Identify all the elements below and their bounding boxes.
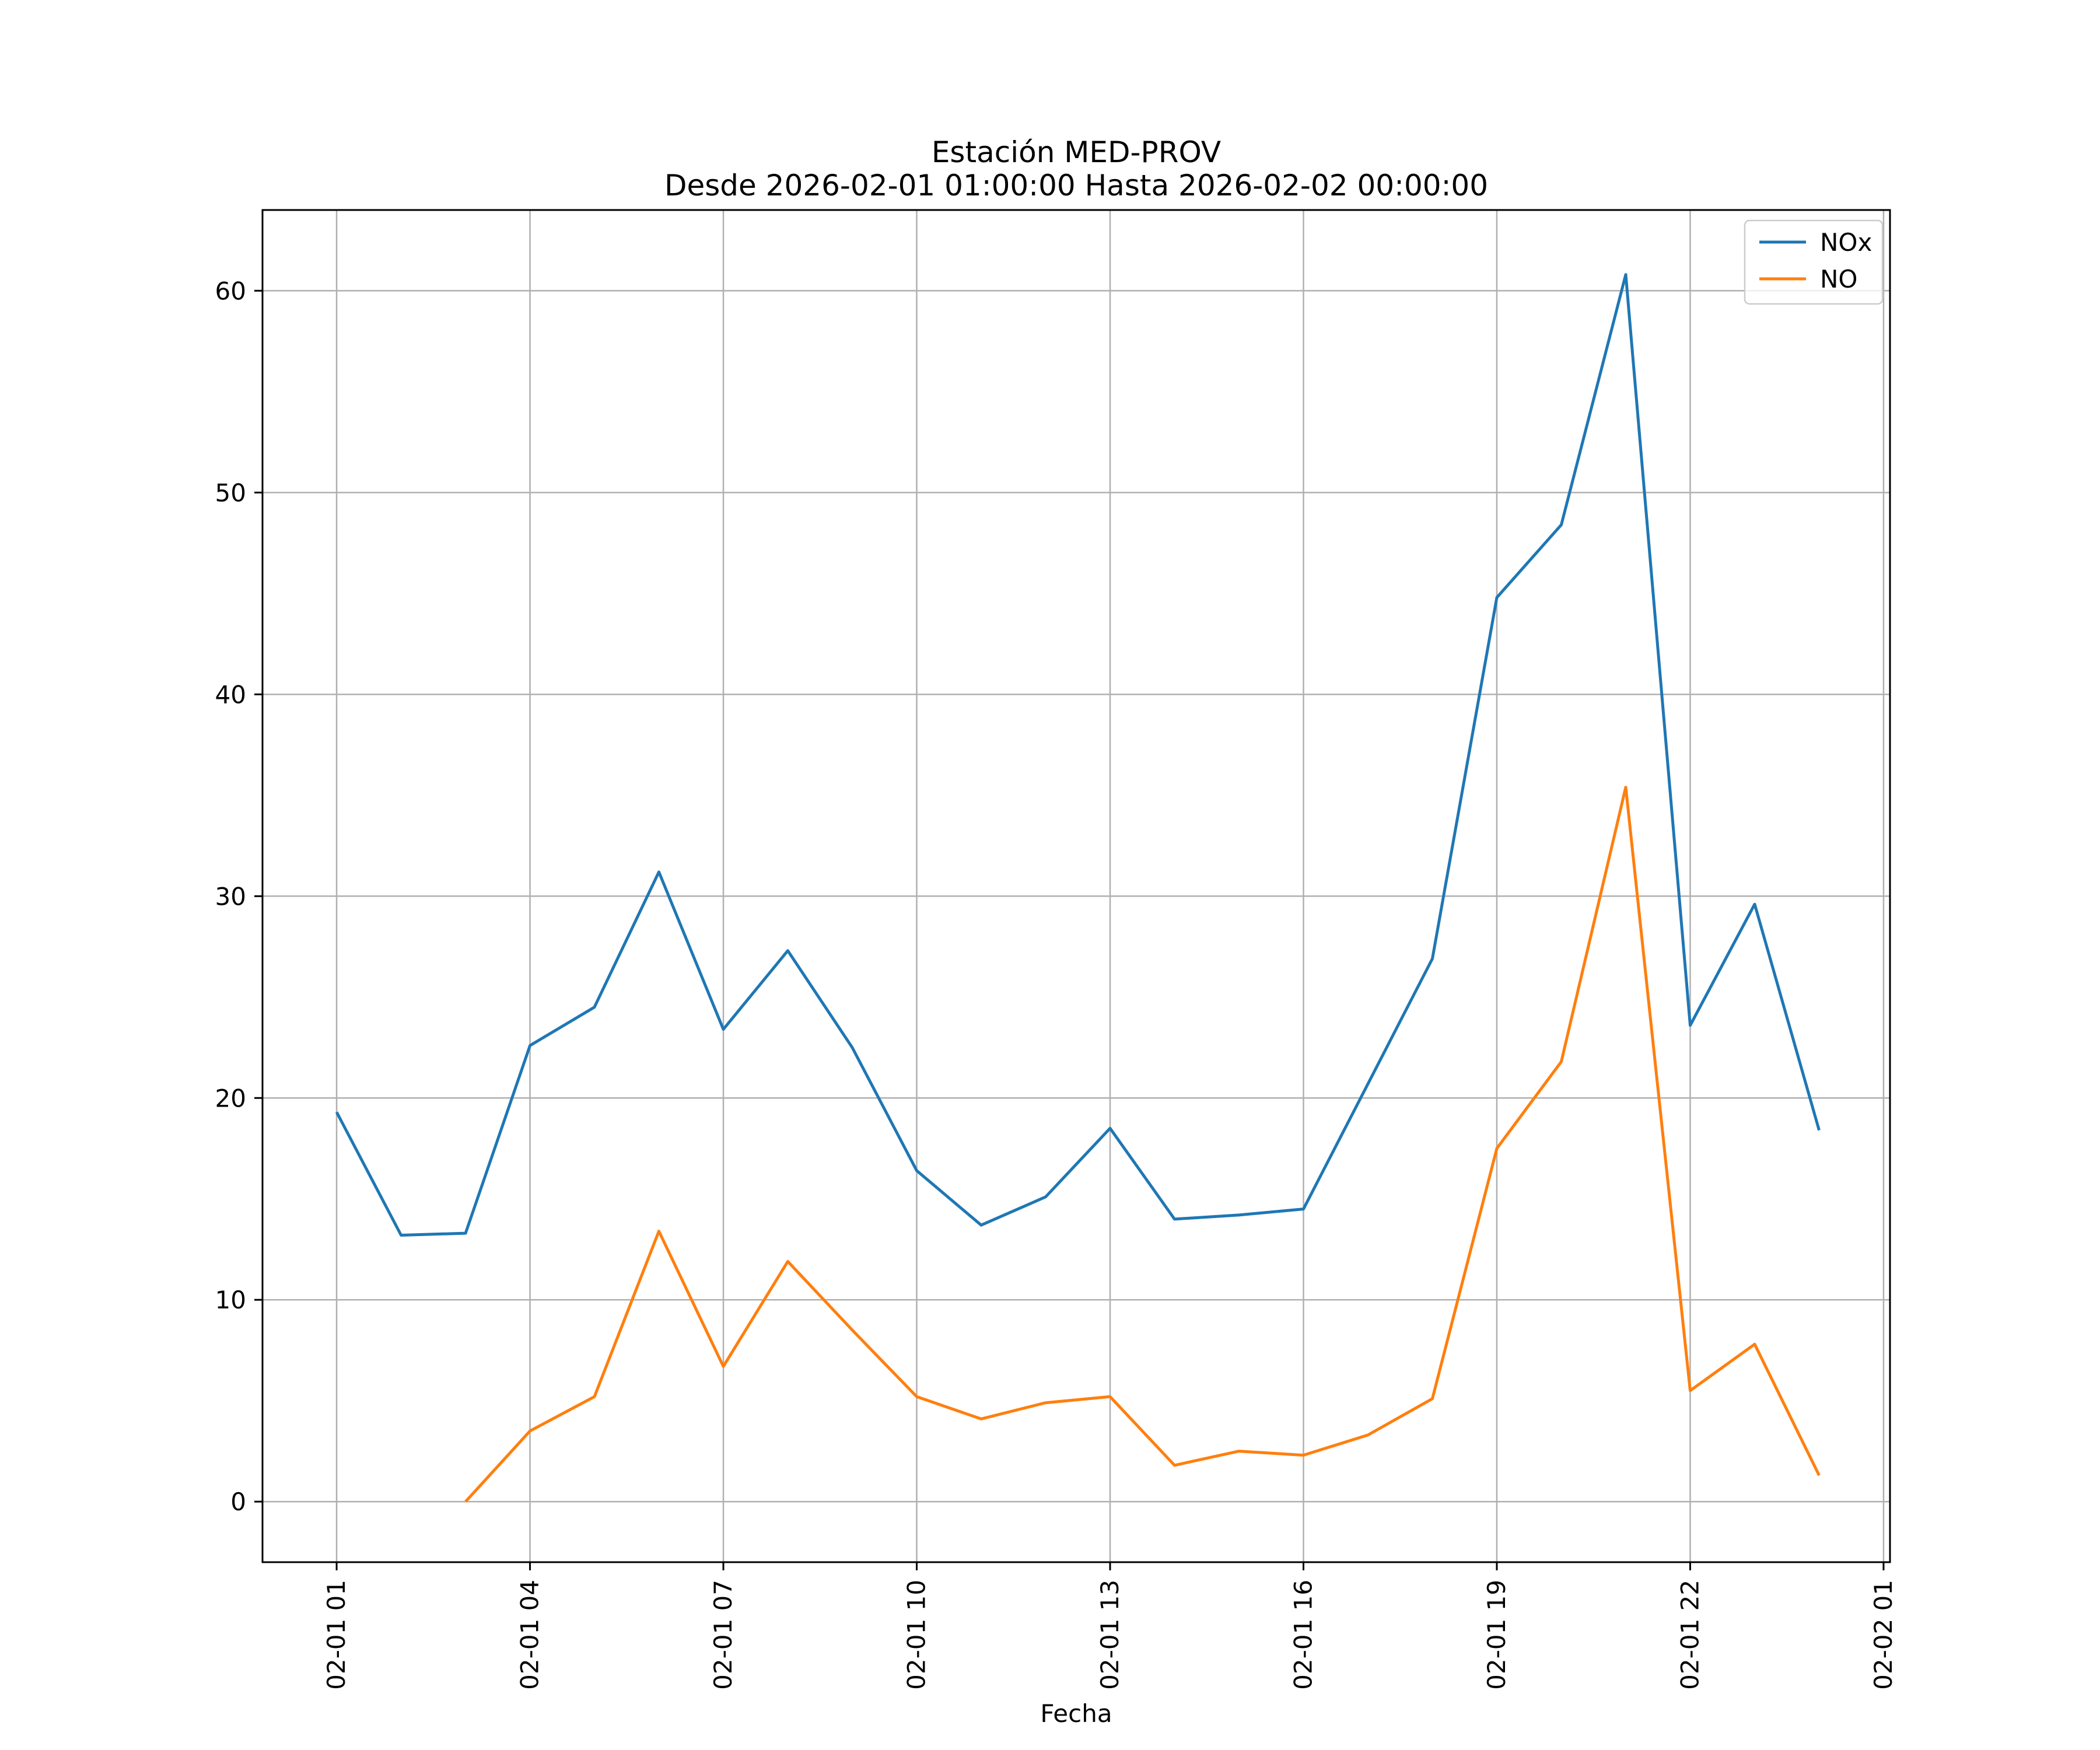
legend-label-no: NO — [1820, 265, 1857, 293]
y-tick-label: 10 — [215, 1286, 246, 1314]
x-tick-label: 02-01 13 — [1096, 1580, 1124, 1690]
chart-title: Estación MED-PROV — [932, 135, 1221, 169]
x-tick-label: 02-01 07 — [709, 1580, 737, 1690]
y-axis: 0 10 20 30 40 50 60 — [215, 276, 262, 1516]
x-tick-label: 02-01 22 — [1675, 1580, 1704, 1690]
grid — [262, 210, 1890, 1562]
legend: NOx NO — [1744, 219, 1884, 305]
x-tick-label: 02-01 16 — [1289, 1580, 1317, 1690]
x-tick-label: 02-01 19 — [1482, 1580, 1511, 1690]
x-tick-label: 02-01 10 — [902, 1580, 931, 1690]
x-axis: 02-01 01 02-01 04 02-01 07 02-01 10 02-01 13… — [322, 1562, 1898, 1690]
series-line-no — [464, 786, 1821, 1503]
y-tick-label: 0 — [230, 1488, 246, 1516]
plot-frame — [261, 209, 1891, 1563]
y-tick-label: 20 — [215, 1084, 246, 1112]
x-tick-label: 02-01 04 — [516, 1580, 544, 1690]
series-group — [335, 273, 1821, 1503]
series-line-nox — [335, 273, 1821, 1237]
x-tick-label: 02-02 01 — [1869, 1580, 1898, 1690]
y-tick-label: 50 — [215, 478, 246, 507]
x-tick-label: 02-01 01 — [322, 1580, 351, 1690]
y-tick-label: 40 — [215, 680, 246, 709]
chart-subtitle: Desde 2026-02-01 01:00:00 Hasta 2026-02-… — [664, 169, 1488, 202]
y-tick-label: 30 — [215, 882, 246, 911]
x-axis-label: Fecha — [1040, 1699, 1112, 1728]
legend-label-nox: NOx — [1820, 228, 1872, 257]
y-tick-label: 60 — [215, 276, 246, 305]
